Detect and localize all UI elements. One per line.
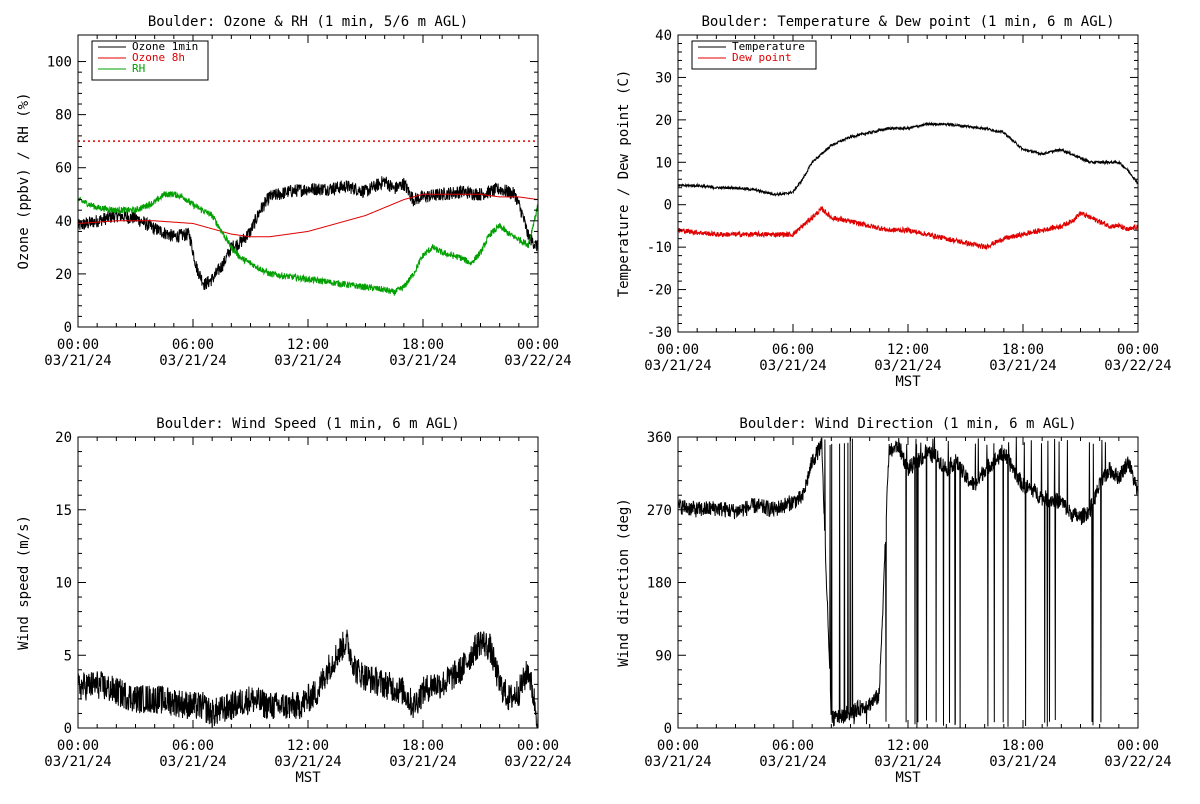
x-axis-label: MST: [895, 770, 921, 786]
x-tick-label-date: 03/21/24: [44, 353, 111, 369]
x-tick-label-date: 03/21/24: [389, 754, 456, 770]
y-tick-label: 30: [655, 70, 672, 86]
series-line: [78, 629, 538, 728]
series-line: [678, 121, 1138, 197]
y-tick-label: 180: [647, 576, 672, 592]
x-tick-label-date: 03/21/24: [874, 358, 941, 374]
y-tick-label: 80: [55, 108, 72, 124]
chart-title: Boulder: Wind Direction (1 min, 6 m AGL): [739, 416, 1076, 432]
plot-frame: [677, 436, 1139, 729]
x-tick-label-date: 03/21/24: [274, 353, 341, 369]
y-axis-label: Wind direction (deg): [616, 498, 632, 667]
series-line: [678, 205, 1138, 251]
x-tick-label-time: 12:00: [887, 342, 929, 358]
y-tick-label: 5: [64, 648, 72, 664]
panel-wd: Boulder: Wind Direction (1 min, 6 m AGL)…: [616, 416, 1172, 786]
legend-entry: RH: [132, 62, 145, 75]
y-axis-label: Temperature / Dew point (C): [616, 70, 632, 298]
plot-frame: [677, 34, 1139, 333]
x-tick-label-time: 12:00: [287, 738, 329, 754]
x-tick-label-date: 03/21/24: [989, 754, 1056, 770]
chart-title: Boulder: Ozone & RH (1 min, 5/6 m AGL): [148, 14, 468, 30]
x-tick-label-time: 06:00: [172, 337, 214, 353]
x-tick-label-date: 03/21/24: [274, 754, 341, 770]
x-tick-label-time: 06:00: [772, 342, 814, 358]
y-tick-label: 0: [664, 198, 672, 214]
legend-entry: Dew point: [732, 51, 792, 64]
x-tick-label-time: 18:00: [402, 337, 444, 353]
y-axis-label: Ozone (ppbv) / RH (%): [16, 92, 32, 269]
x-tick-label-time: 18:00: [402, 738, 444, 754]
y-tick-label: 0: [64, 721, 72, 737]
chart-title: Boulder: Temperature & Dew point (1 min,…: [701, 14, 1114, 30]
x-tick-label-date: 03/21/24: [389, 353, 456, 369]
panel-ozone: Boulder: Ozone & RH (1 min, 5/6 m AGL) Oz…: [16, 14, 572, 369]
x-tick-label-time: 12:00: [887, 738, 929, 754]
y-tick-label: 40: [655, 28, 672, 44]
y-tick-label: -30: [647, 325, 672, 341]
x-tick-label-date: 03/21/24: [44, 754, 111, 770]
x-tick-label-date: 03/21/24: [759, 754, 826, 770]
x-tick-label-time: 00:00: [657, 342, 699, 358]
legend-entry: Ozone 1min: [132, 40, 198, 53]
x-tick-label-time: 00:00: [1117, 342, 1159, 358]
x-tick-label-time: 18:00: [1002, 342, 1044, 358]
y-tick-label: 20: [55, 430, 72, 446]
y-tick-label: 360: [647, 430, 672, 446]
x-tick-label-date: 03/21/24: [989, 358, 1056, 374]
x-tick-label-date: 03/21/24: [159, 353, 226, 369]
series-line: [678, 437, 1138, 728]
x-axis-label: MST: [295, 770, 321, 786]
series-line: [78, 190, 538, 296]
y-tick-label: 0: [664, 721, 672, 737]
series-line: [78, 193, 538, 238]
y-axis-label: Wind speed (m/s): [16, 515, 32, 650]
x-tick-label-date: 03/22/24: [504, 754, 571, 770]
x-tick-label-time: 06:00: [172, 738, 214, 754]
x-tick-label-date: 03/21/24: [759, 358, 826, 374]
y-tick-label: 15: [55, 503, 72, 519]
x-tick-label-date: 03/21/24: [644, 754, 711, 770]
y-tick-label: 0: [64, 320, 72, 336]
x-tick-label-date: 03/22/24: [1104, 754, 1171, 770]
y-tick-label: 60: [55, 161, 72, 177]
series-line: [78, 176, 538, 291]
legend-entry: Temperature: [732, 40, 805, 53]
legend-box: [691, 40, 817, 70]
y-tick-label: -20: [647, 283, 672, 299]
y-tick-label: -10: [647, 240, 672, 256]
x-tick-label-time: 12:00: [287, 337, 329, 353]
y-tick-label: 20: [655, 113, 672, 129]
x-tick-label-time: 06:00: [772, 738, 814, 754]
x-tick-label-time: 00:00: [517, 738, 559, 754]
y-tick-label: 90: [655, 648, 672, 664]
x-tick-label-time: 00:00: [1117, 738, 1159, 754]
x-tick-label-time: 00:00: [57, 738, 99, 754]
x-tick-label-time: 00:00: [517, 337, 559, 353]
y-tick-label: 40: [55, 214, 72, 230]
x-tick-label-date: 03/21/24: [874, 754, 941, 770]
legend-entry: Ozone 8h: [132, 51, 185, 64]
y-tick-label: 10: [55, 576, 72, 592]
y-tick-label: 10: [655, 155, 672, 171]
x-tick-label-date: 03/21/24: [644, 358, 711, 374]
chart-title: Boulder: Wind Speed (1 min, 6 m AGL): [156, 416, 459, 432]
y-tick-label: 270: [647, 503, 672, 519]
x-tick-label-date: 03/22/24: [1104, 358, 1171, 374]
x-tick-label-time: 00:00: [57, 337, 99, 353]
x-tick-label-time: 18:00: [1002, 738, 1044, 754]
x-axis-label: MST: [895, 374, 921, 390]
x-tick-label-time: 00:00: [657, 738, 699, 754]
y-tick-label: 20: [55, 267, 72, 283]
x-tick-label-date: 03/21/24: [159, 754, 226, 770]
panel-temp: Boulder: Temperature & Dew point (1 min,…: [616, 14, 1172, 390]
y-tick-label: 100: [47, 55, 72, 71]
panel-ws: Boulder: Wind Speed (1 min, 6 m AGL) Wind…: [16, 416, 572, 786]
x-tick-label-date: 03/22/24: [504, 353, 571, 369]
